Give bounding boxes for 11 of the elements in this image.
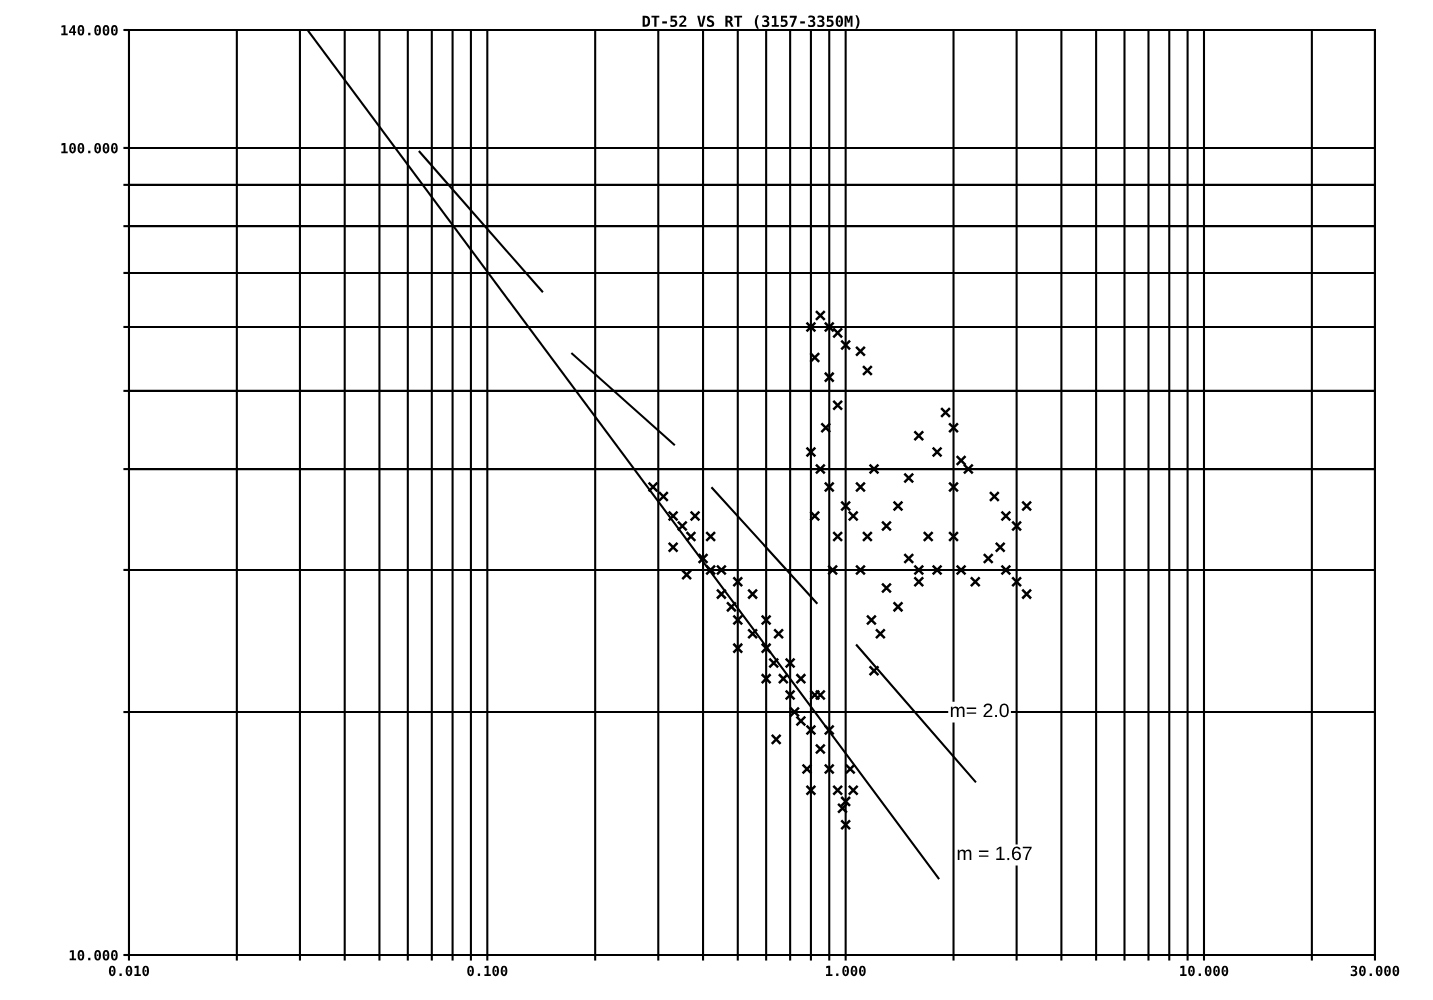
x-tick-label: 10.000 [1180, 965, 1229, 977]
y-tick-label: 10.000 [69, 949, 118, 961]
annotation: m= 2.0 [950, 703, 1009, 718]
y-tick-label: 100.000 [61, 142, 118, 154]
x-tick-label: 30.000 [1350, 965, 1400, 977]
x-tick-label: 1.000 [826, 965, 866, 977]
x-tick-label: 0.100 [467, 965, 508, 977]
x-tick-label: 0.010 [108, 965, 150, 977]
y-tick-label: 140.000 [61, 24, 118, 36]
chart-title: DT-52 VS RT (3157-3350M) [642, 15, 860, 29]
annotation: m = 1.67 [957, 846, 1032, 861]
